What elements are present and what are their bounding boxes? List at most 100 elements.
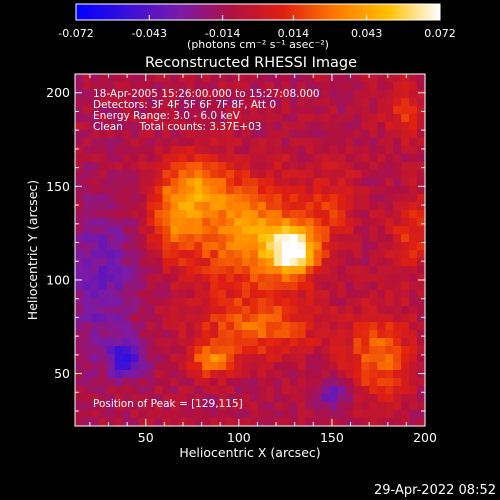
heatmap-cell bbox=[75, 74, 84, 83]
heatmap-cell bbox=[385, 274, 394, 283]
heatmap-cell bbox=[202, 314, 211, 323]
heatmap-cell bbox=[313, 290, 323, 299]
heatmap-cell bbox=[361, 106, 370, 115]
heatmap-cell bbox=[265, 250, 275, 259]
heatmap-cell bbox=[313, 298, 323, 307]
heatmap-cell bbox=[90, 122, 100, 131]
heatmap-cell bbox=[130, 258, 140, 267]
heatmap-cell bbox=[178, 346, 187, 355]
heatmap-cell bbox=[82, 74, 92, 83]
heatmap-cell bbox=[273, 290, 283, 299]
heatmap-cell bbox=[122, 282, 132, 291]
heatmap-cell bbox=[401, 298, 410, 307]
heatmap-cell bbox=[162, 418, 172, 427]
heatmap-cell bbox=[218, 338, 227, 347]
heatmap-cell bbox=[345, 282, 354, 291]
heatmap-cell bbox=[170, 298, 179, 307]
heatmap-cell bbox=[242, 122, 251, 131]
heatmap-cell bbox=[210, 218, 219, 227]
heatmap-cell bbox=[273, 146, 283, 155]
heatmap-cell bbox=[409, 202, 418, 211]
heatmap-cell bbox=[369, 322, 378, 331]
heatmap-cell bbox=[114, 250, 124, 259]
heatmap-cell bbox=[75, 314, 84, 323]
heatmap-cell bbox=[114, 130, 124, 139]
heatmap-cell bbox=[385, 242, 394, 251]
heatmap-cell bbox=[186, 266, 195, 275]
heatmap-cell bbox=[242, 378, 251, 387]
heatmap-cell bbox=[82, 114, 92, 123]
heatmap-cell bbox=[154, 170, 164, 179]
heatmap-cell bbox=[138, 138, 148, 147]
heatmap-cell bbox=[98, 290, 108, 299]
heatmap-cell bbox=[98, 418, 108, 427]
heatmap-cell bbox=[75, 162, 84, 171]
heatmap-cell bbox=[82, 314, 92, 323]
heatmap-cell bbox=[345, 322, 354, 331]
heatmap-cell bbox=[218, 370, 227, 379]
heatmap-cell bbox=[305, 410, 315, 419]
heatmap-cell bbox=[138, 146, 148, 155]
heatmap-cell bbox=[170, 122, 179, 131]
heatmap-cell bbox=[417, 274, 426, 283]
heatmap-cell bbox=[281, 186, 291, 195]
heatmap-cell bbox=[154, 98, 164, 107]
heatmap-cell bbox=[194, 226, 203, 235]
heatmap-cell bbox=[90, 106, 100, 115]
heatmap-cell bbox=[210, 402, 219, 411]
heatmap-cell bbox=[257, 314, 267, 323]
heatmap-cell bbox=[417, 82, 426, 91]
heatmap-cell bbox=[250, 90, 259, 99]
heatmap-cell bbox=[90, 234, 100, 243]
heatmap-cell bbox=[202, 74, 211, 83]
heatmap-cell bbox=[82, 282, 92, 291]
heatmap-cell bbox=[321, 154, 331, 163]
heatmap-cell bbox=[106, 90, 116, 99]
heatmap-cell bbox=[393, 306, 402, 315]
heatmap-cell bbox=[250, 98, 259, 107]
heatmap-cell bbox=[242, 370, 251, 379]
heatmap-cell bbox=[281, 250, 291, 259]
heatmap-cell bbox=[265, 394, 275, 403]
heatmap-cell bbox=[345, 418, 354, 427]
heatmap-cell bbox=[393, 90, 402, 99]
heatmap-cell bbox=[154, 162, 164, 171]
heatmap-cell bbox=[98, 282, 108, 291]
heatmap-cell bbox=[345, 242, 354, 251]
heatmap-cell bbox=[385, 258, 394, 267]
heatmap-cell bbox=[242, 154, 251, 163]
heatmap-cell bbox=[194, 290, 203, 299]
heatmap-cell bbox=[210, 346, 219, 355]
heatmap-cell bbox=[353, 186, 362, 195]
heatmap-cell bbox=[385, 378, 394, 387]
heatmap-cell bbox=[75, 338, 84, 347]
heatmap-cell bbox=[186, 274, 195, 283]
heatmap-cell bbox=[321, 402, 331, 411]
heatmap-cell bbox=[210, 282, 219, 291]
heatmap-cell bbox=[281, 378, 291, 387]
heatmap-cell bbox=[409, 314, 418, 323]
heatmap-cell bbox=[82, 90, 92, 99]
heatmap-cell bbox=[75, 194, 84, 203]
heatmap-cell bbox=[114, 202, 124, 211]
heatmap-cell bbox=[202, 346, 211, 355]
heatmap-cell bbox=[218, 186, 227, 195]
heatmap-cell bbox=[130, 418, 140, 427]
heatmap-cell bbox=[329, 210, 339, 219]
heatmap-cell bbox=[305, 322, 315, 331]
heatmap-cell bbox=[417, 170, 426, 179]
heatmap-cell bbox=[162, 90, 172, 99]
heatmap-cell bbox=[257, 146, 267, 155]
heatmap-cell bbox=[265, 226, 275, 235]
heatmap-cell bbox=[186, 354, 195, 363]
heatmap-cell bbox=[170, 146, 179, 155]
heatmap-cell bbox=[98, 330, 108, 339]
heatmap-cell bbox=[194, 114, 203, 123]
heatmap-cell bbox=[154, 138, 164, 147]
heatmap-cell bbox=[178, 122, 187, 131]
heatmap-cell bbox=[377, 178, 386, 187]
heatmap-cell bbox=[218, 114, 227, 123]
heatmap-cell bbox=[250, 186, 259, 195]
x-tick-label: 200 bbox=[413, 430, 437, 445]
heatmap-cell bbox=[234, 394, 243, 403]
